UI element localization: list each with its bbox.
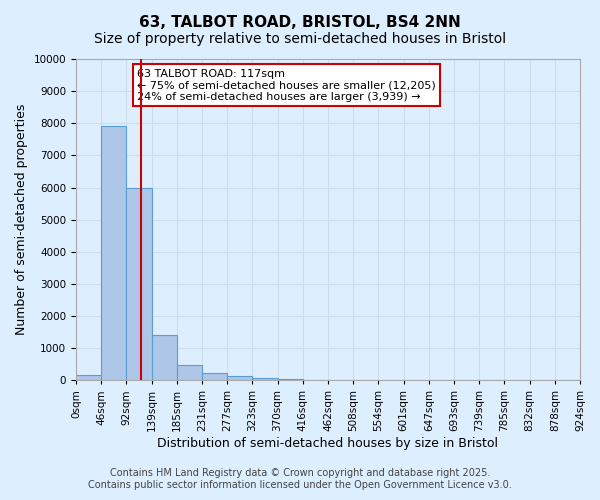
Bar	[177, 365, 202, 380]
Bar	[152, 336, 177, 380]
Bar	[253, 378, 278, 380]
Bar	[127, 188, 152, 380]
Text: 63 TALBOT ROAD: 117sqm
← 75% of semi-detached houses are smaller (12,205)
24% of: 63 TALBOT ROAD: 117sqm ← 75% of semi-det…	[137, 68, 436, 102]
Text: 63, TALBOT ROAD, BRISTOL, BS4 2NN: 63, TALBOT ROAD, BRISTOL, BS4 2NN	[139, 15, 461, 30]
Bar	[202, 373, 227, 380]
Text: Contains HM Land Registry data © Crown copyright and database right 2025.
Contai: Contains HM Land Registry data © Crown c…	[88, 468, 512, 490]
X-axis label: Distribution of semi-detached houses by size in Bristol: Distribution of semi-detached houses by …	[157, 437, 499, 450]
Bar	[76, 376, 101, 380]
Bar	[227, 376, 253, 380]
Y-axis label: Number of semi-detached properties: Number of semi-detached properties	[15, 104, 28, 336]
Bar	[278, 378, 303, 380]
Text: Size of property relative to semi-detached houses in Bristol: Size of property relative to semi-detach…	[94, 32, 506, 46]
Bar	[101, 126, 127, 380]
